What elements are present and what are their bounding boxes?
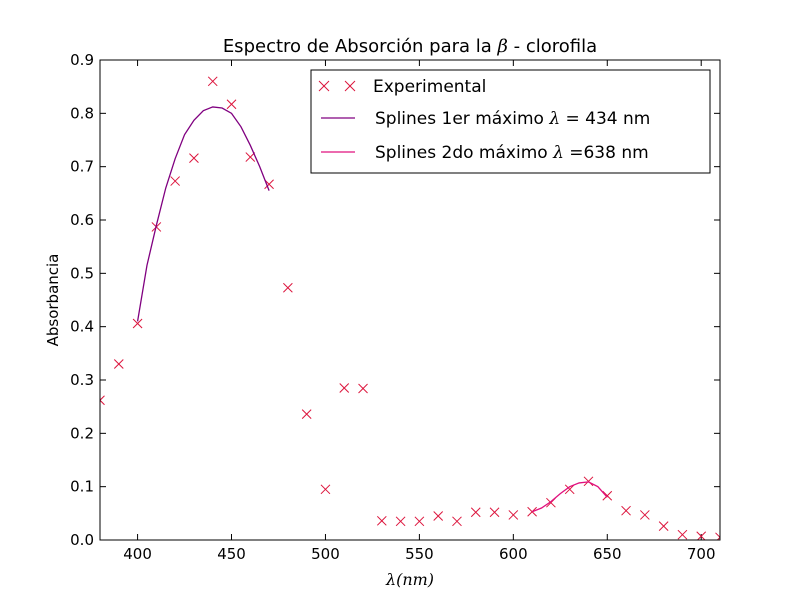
experimental-point bbox=[602, 490, 613, 501]
y-axis-label: Absorbancia bbox=[44, 254, 62, 347]
x-axis-label: λ(nm) bbox=[385, 570, 434, 589]
experimental-point bbox=[621, 505, 631, 516]
y-tick-label: 0.1 bbox=[70, 478, 94, 496]
x-tick-label: 700 bbox=[687, 545, 716, 563]
x-tick-label: 550 bbox=[405, 545, 434, 563]
experimental-point bbox=[715, 532, 720, 540]
experimental-point bbox=[639, 510, 650, 520]
axis-ticks: 400 450 500 550 600 650 700 0.0 0.1 0.2 0.3 0.4 0.5 0… bbox=[70, 51, 720, 563]
y-tick-label: 0.8 bbox=[70, 104, 94, 122]
experimental-point bbox=[433, 511, 444, 521]
series-layer bbox=[100, 76, 720, 540]
experimental-point bbox=[132, 318, 143, 329]
x-tick-label: 650 bbox=[593, 545, 622, 563]
experimental-point bbox=[564, 484, 575, 495]
experimental-point bbox=[658, 521, 669, 531]
experimental-point bbox=[100, 395, 105, 406]
experimental-point bbox=[452, 516, 462, 527]
spline-line-2 bbox=[531, 481, 608, 513]
chart-title-symbol: β bbox=[497, 36, 508, 57]
x-tick-label: 600 bbox=[499, 545, 528, 563]
y-tick-label: 0.3 bbox=[70, 371, 94, 389]
experimental-point bbox=[470, 507, 481, 518]
experimental-point bbox=[189, 153, 199, 163]
legend-marker-experimental bbox=[318, 80, 356, 92]
experimental-point bbox=[207, 76, 218, 87]
experimental-point bbox=[245, 152, 256, 162]
y-tick-label: 0.5 bbox=[70, 264, 94, 282]
experimental-point bbox=[283, 282, 293, 293]
experimental-point bbox=[113, 359, 124, 369]
x-tick-label: 400 bbox=[123, 545, 152, 563]
experimental-point bbox=[376, 515, 387, 526]
chart-title: Espectro de Absorción para la β - clorof… bbox=[223, 36, 597, 57]
spline-line-1 bbox=[136, 106, 270, 322]
legend: Experimental Splines 1er máximo λ = 434 … bbox=[310, 69, 711, 174]
legend-label-spline-2: Splines 2do máximo λ =638 nm bbox=[375, 143, 649, 163]
axes-frame bbox=[99, 59, 721, 541]
experimental-point bbox=[414, 516, 425, 527]
experimental-point bbox=[170, 176, 181, 186]
experimental-point bbox=[508, 510, 519, 520]
experimental-point bbox=[226, 99, 237, 110]
y-tick-label: 0.9 bbox=[70, 51, 94, 69]
y-tick-label: 0.7 bbox=[70, 158, 94, 176]
experimental-point bbox=[339, 383, 350, 393]
legend-label-spline-1: Splines 1er máximo λ = 434 nm bbox=[375, 109, 650, 129]
legend-label-experimental: Experimental bbox=[373, 77, 486, 97]
x-tick-label: 500 bbox=[311, 545, 340, 563]
experimental-point bbox=[358, 383, 368, 394]
y-tick-label: 0.4 bbox=[70, 318, 94, 336]
chart-title-text: Espectro de Absorción para la bbox=[223, 36, 492, 57]
experimental-point bbox=[677, 529, 688, 540]
experimental-point bbox=[320, 484, 331, 495]
legend-box bbox=[310, 69, 711, 174]
experimental-point bbox=[489, 507, 500, 518]
experimental-point bbox=[301, 409, 312, 419]
experimental-point bbox=[696, 531, 707, 540]
y-tick-label: 0.0 bbox=[70, 531, 94, 549]
y-tick-label: 0.2 bbox=[70, 424, 94, 442]
experimental-point bbox=[395, 516, 406, 527]
x-tick-label: 450 bbox=[217, 545, 246, 563]
chart-title-suffix: - clorofila bbox=[508, 36, 597, 57]
y-tick-label: 0.6 bbox=[70, 211, 94, 229]
